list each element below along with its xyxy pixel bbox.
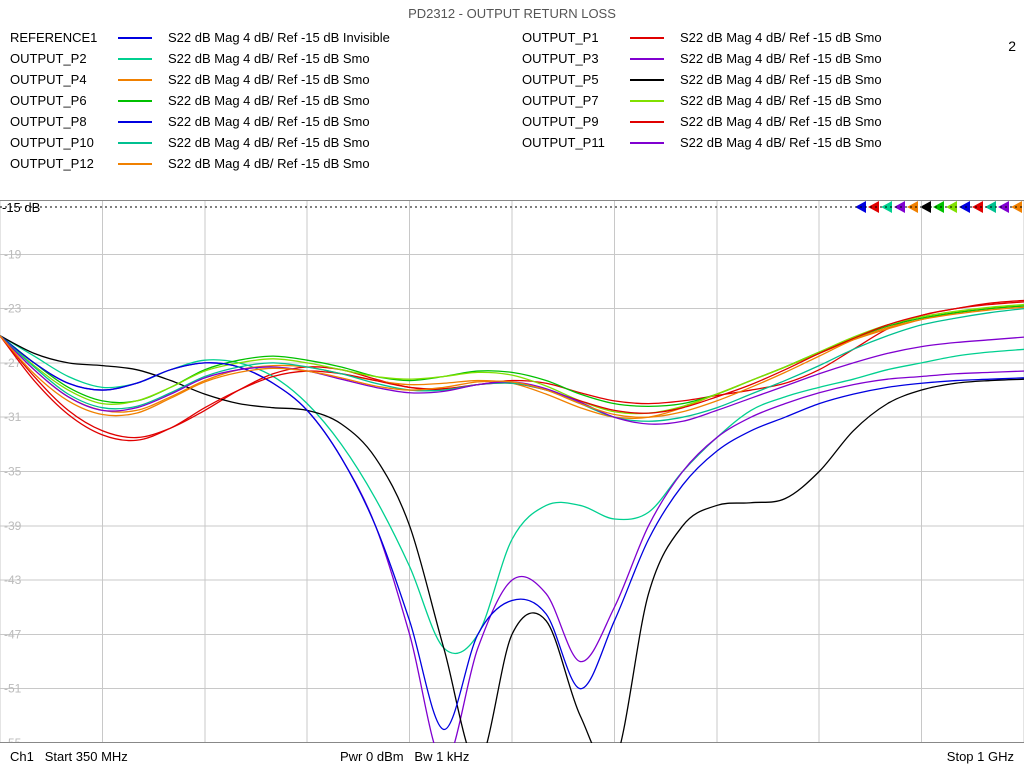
legend-name: OUTPUT_P2 <box>10 51 118 66</box>
svg-text:-43: -43 <box>4 573 22 587</box>
trace-count: 2 <box>1008 38 1016 54</box>
legend-swatch <box>118 58 152 60</box>
stop-freq: Stop 1 GHz <box>947 749 1014 764</box>
legend-swatch <box>118 79 152 81</box>
legend-swatch <box>630 142 664 144</box>
legend-name: REFERENCE1 <box>10 30 118 45</box>
start-freq: Start 350 MHz <box>45 749 128 764</box>
legend-swatch <box>630 79 664 81</box>
legend-name: OUTPUT_P7 <box>522 93 630 108</box>
legend-swatch <box>630 121 664 123</box>
legend-item: OUTPUT_P4 S22 dB Mag 4 dB/ Ref -15 dB Smo <box>10 69 502 90</box>
legend-item: OUTPUT_P9 S22 dB Mag 4 dB/ Ref -15 dB Smo <box>522 111 1014 132</box>
chart-area: -19-23-27-31-35-39-43-47-51-55 <box>0 200 1024 743</box>
svg-text:-47: -47 <box>4 627 22 641</box>
legend-name: OUTPUT_P8 <box>10 114 118 129</box>
legend-swatch <box>118 37 152 39</box>
legend: REFERENCE1 S22 dB Mag 4 dB/ Ref -15 dB In… <box>0 25 1024 176</box>
legend-desc: S22 dB Mag 4 dB/ Ref -15 dB Smo <box>168 72 370 87</box>
chart-svg: -19-23-27-31-35-39-43-47-51-55 <box>0 200 1024 743</box>
legend-desc: S22 dB Mag 4 dB/ Ref -15 dB Smo <box>680 114 882 129</box>
svg-text:-23: -23 <box>4 302 22 316</box>
legend-name: OUTPUT_P12 <box>10 156 118 171</box>
legend-item: OUTPUT_P8 S22 dB Mag 4 dB/ Ref -15 dB Smo <box>10 111 502 132</box>
power-label: Pwr 0 dBm <box>340 749 404 764</box>
legend-desc: S22 dB Mag 4 dB/ Ref -15 dB Smo <box>680 30 882 45</box>
legend-col-left: REFERENCE1 S22 dB Mag 4 dB/ Ref -15 dB In… <box>10 27 502 174</box>
svg-text:-55: -55 <box>4 736 22 743</box>
legend-item: OUTPUT_P10 S22 dB Mag 4 dB/ Ref -15 dB Sm… <box>10 132 502 153</box>
footer: Ch1 Start 350 MHz Pwr 0 dBm Bw 1 kHz Sto… <box>0 749 1024 764</box>
legend-name: OUTPUT_P1 <box>522 30 630 45</box>
legend-item: OUTPUT_P3 S22 dB Mag 4 dB/ Ref -15 dB Smo <box>522 48 1014 69</box>
legend-swatch <box>118 100 152 102</box>
legend-name: OUTPUT_P11 <box>522 135 630 150</box>
channel-label: Ch1 <box>10 749 34 764</box>
legend-desc: S22 dB Mag 4 dB/ Ref -15 dB Smo <box>680 72 882 87</box>
legend-col-right: OUTPUT_P1 S22 dB Mag 4 dB/ Ref -15 dB Smo… <box>522 27 1014 174</box>
legend-desc: S22 dB Mag 4 dB/ Ref -15 dB Smo <box>168 135 370 150</box>
legend-item: OUTPUT_P1 S22 dB Mag 4 dB/ Ref -15 dB Smo <box>522 27 1014 48</box>
legend-name: OUTPUT_P3 <box>522 51 630 66</box>
legend-name: OUTPUT_P9 <box>522 114 630 129</box>
legend-swatch <box>630 58 664 60</box>
legend-swatch <box>118 142 152 144</box>
legend-desc: S22 dB Mag 4 dB/ Ref -15 dB Smo <box>168 156 370 171</box>
legend-swatch <box>630 100 664 102</box>
legend-desc: S22 dB Mag 4 dB/ Ref -15 dB Smo <box>680 51 882 66</box>
svg-text:-31: -31 <box>4 410 22 424</box>
reference-level-label: -15 dB <box>2 200 40 215</box>
bandwidth-label: Bw 1 kHz <box>414 749 469 764</box>
legend-item: OUTPUT_P5 S22 dB Mag 4 dB/ Ref -15 dB Smo <box>522 69 1014 90</box>
legend-desc: S22 dB Mag 4 dB/ Ref -15 dB Invisible <box>168 30 390 45</box>
svg-text:-39: -39 <box>4 519 22 533</box>
chart-title: PD2312 - OUTPUT RETURN LOSS <box>0 0 1024 25</box>
svg-text:-35: -35 <box>4 465 22 479</box>
legend-item: OUTPUT_P2 S22 dB Mag 4 dB/ Ref -15 dB Smo <box>10 48 502 69</box>
legend-item: REFERENCE1 S22 dB Mag 4 dB/ Ref -15 dB In… <box>10 27 502 48</box>
legend-item: OUTPUT_P11 S22 dB Mag 4 dB/ Ref -15 dB Sm… <box>522 132 1014 153</box>
legend-swatch <box>118 163 152 165</box>
legend-name: OUTPUT_P6 <box>10 93 118 108</box>
legend-desc: S22 dB Mag 4 dB/ Ref -15 dB Smo <box>680 93 882 108</box>
legend-name: OUTPUT_P5 <box>522 72 630 87</box>
legend-desc: S22 dB Mag 4 dB/ Ref -15 dB Smo <box>680 135 882 150</box>
legend-swatch <box>630 37 664 39</box>
legend-name: OUTPUT_P4 <box>10 72 118 87</box>
svg-text:-19: -19 <box>4 247 22 261</box>
legend-desc: S22 dB Mag 4 dB/ Ref -15 dB Smo <box>168 93 370 108</box>
legend-desc: S22 dB Mag 4 dB/ Ref -15 dB Smo <box>168 51 370 66</box>
legend-item: OUTPUT_P7 S22 dB Mag 4 dB/ Ref -15 dB Smo <box>522 90 1014 111</box>
legend-item: OUTPUT_P6 S22 dB Mag 4 dB/ Ref -15 dB Smo <box>10 90 502 111</box>
legend-swatch <box>118 121 152 123</box>
legend-desc: S22 dB Mag 4 dB/ Ref -15 dB Smo <box>168 114 370 129</box>
svg-text:-51: -51 <box>4 682 22 696</box>
legend-item: OUTPUT_P12 S22 dB Mag 4 dB/ Ref -15 dB Sm… <box>10 153 502 174</box>
legend-name: OUTPUT_P10 <box>10 135 118 150</box>
